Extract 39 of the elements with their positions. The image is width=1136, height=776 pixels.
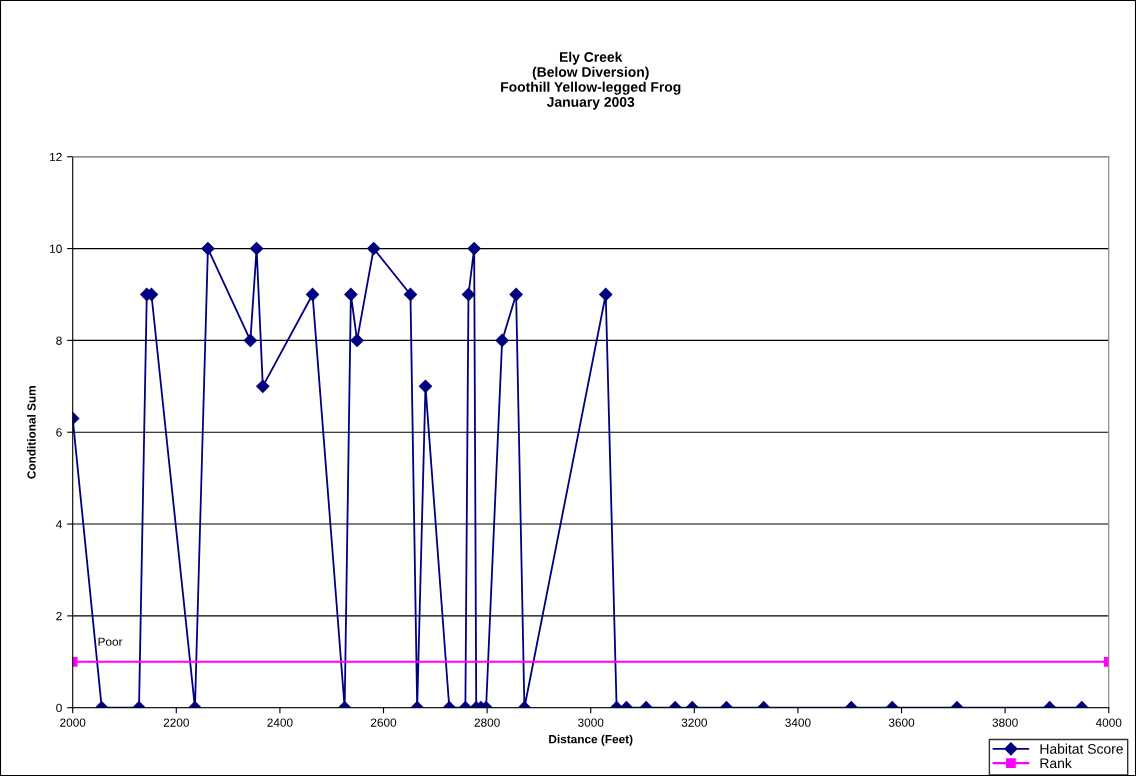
y-axis-title: Conditional Sum [27, 386, 36, 479]
point [461, 287, 476, 302]
point [509, 287, 523, 302]
legend-label: Habitat Score [1040, 743, 1123, 754]
y-tick-label: 0 [56, 703, 62, 713]
point [495, 333, 509, 347]
y-tick-label: 4 [55, 520, 62, 529]
point [201, 241, 215, 256]
point [467, 241, 481, 256]
annotation: Poor [98, 637, 123, 646]
x-tick-label: 3600 [888, 718, 915, 727]
chart-title: Ely Creek (Below Diversion) Foothill Yellow-legged Frog January 2003 [501, 51, 681, 110]
x-tick-label: 2000 [60, 718, 86, 727]
x-axis-title: Distance (Feet) [549, 734, 633, 746]
point [418, 379, 433, 393]
y-tick-label: 2 [56, 611, 62, 621]
point [250, 241, 264, 256]
point [344, 287, 358, 302]
y-tick-label: 6 [56, 428, 62, 437]
legend-label: Rank [1040, 757, 1072, 769]
y-tick-label: 8 [56, 336, 62, 345]
x-tick-label: 2800 [474, 718, 500, 727]
x-tick-label: 3200 [681, 718, 707, 727]
point [243, 333, 257, 347]
point [350, 333, 364, 347]
point [367, 241, 381, 256]
x-tick-label: 2400 [267, 718, 293, 727]
x-tick-label: 4000 [1095, 718, 1122, 727]
x-tick-label: 2600 [370, 718, 397, 727]
point [599, 287, 613, 302]
x-tick-label: 3400 [785, 718, 811, 727]
y-tick-label: 10 [50, 244, 62, 253]
x-tick-label: 2200 [163, 718, 189, 727]
point [256, 379, 270, 393]
point [403, 287, 418, 302]
y-tick-label: 12 [50, 152, 62, 162]
point [305, 287, 320, 302]
x-tick-label: 3000 [578, 718, 604, 727]
x-tick-label: 3800 [992, 718, 1018, 727]
